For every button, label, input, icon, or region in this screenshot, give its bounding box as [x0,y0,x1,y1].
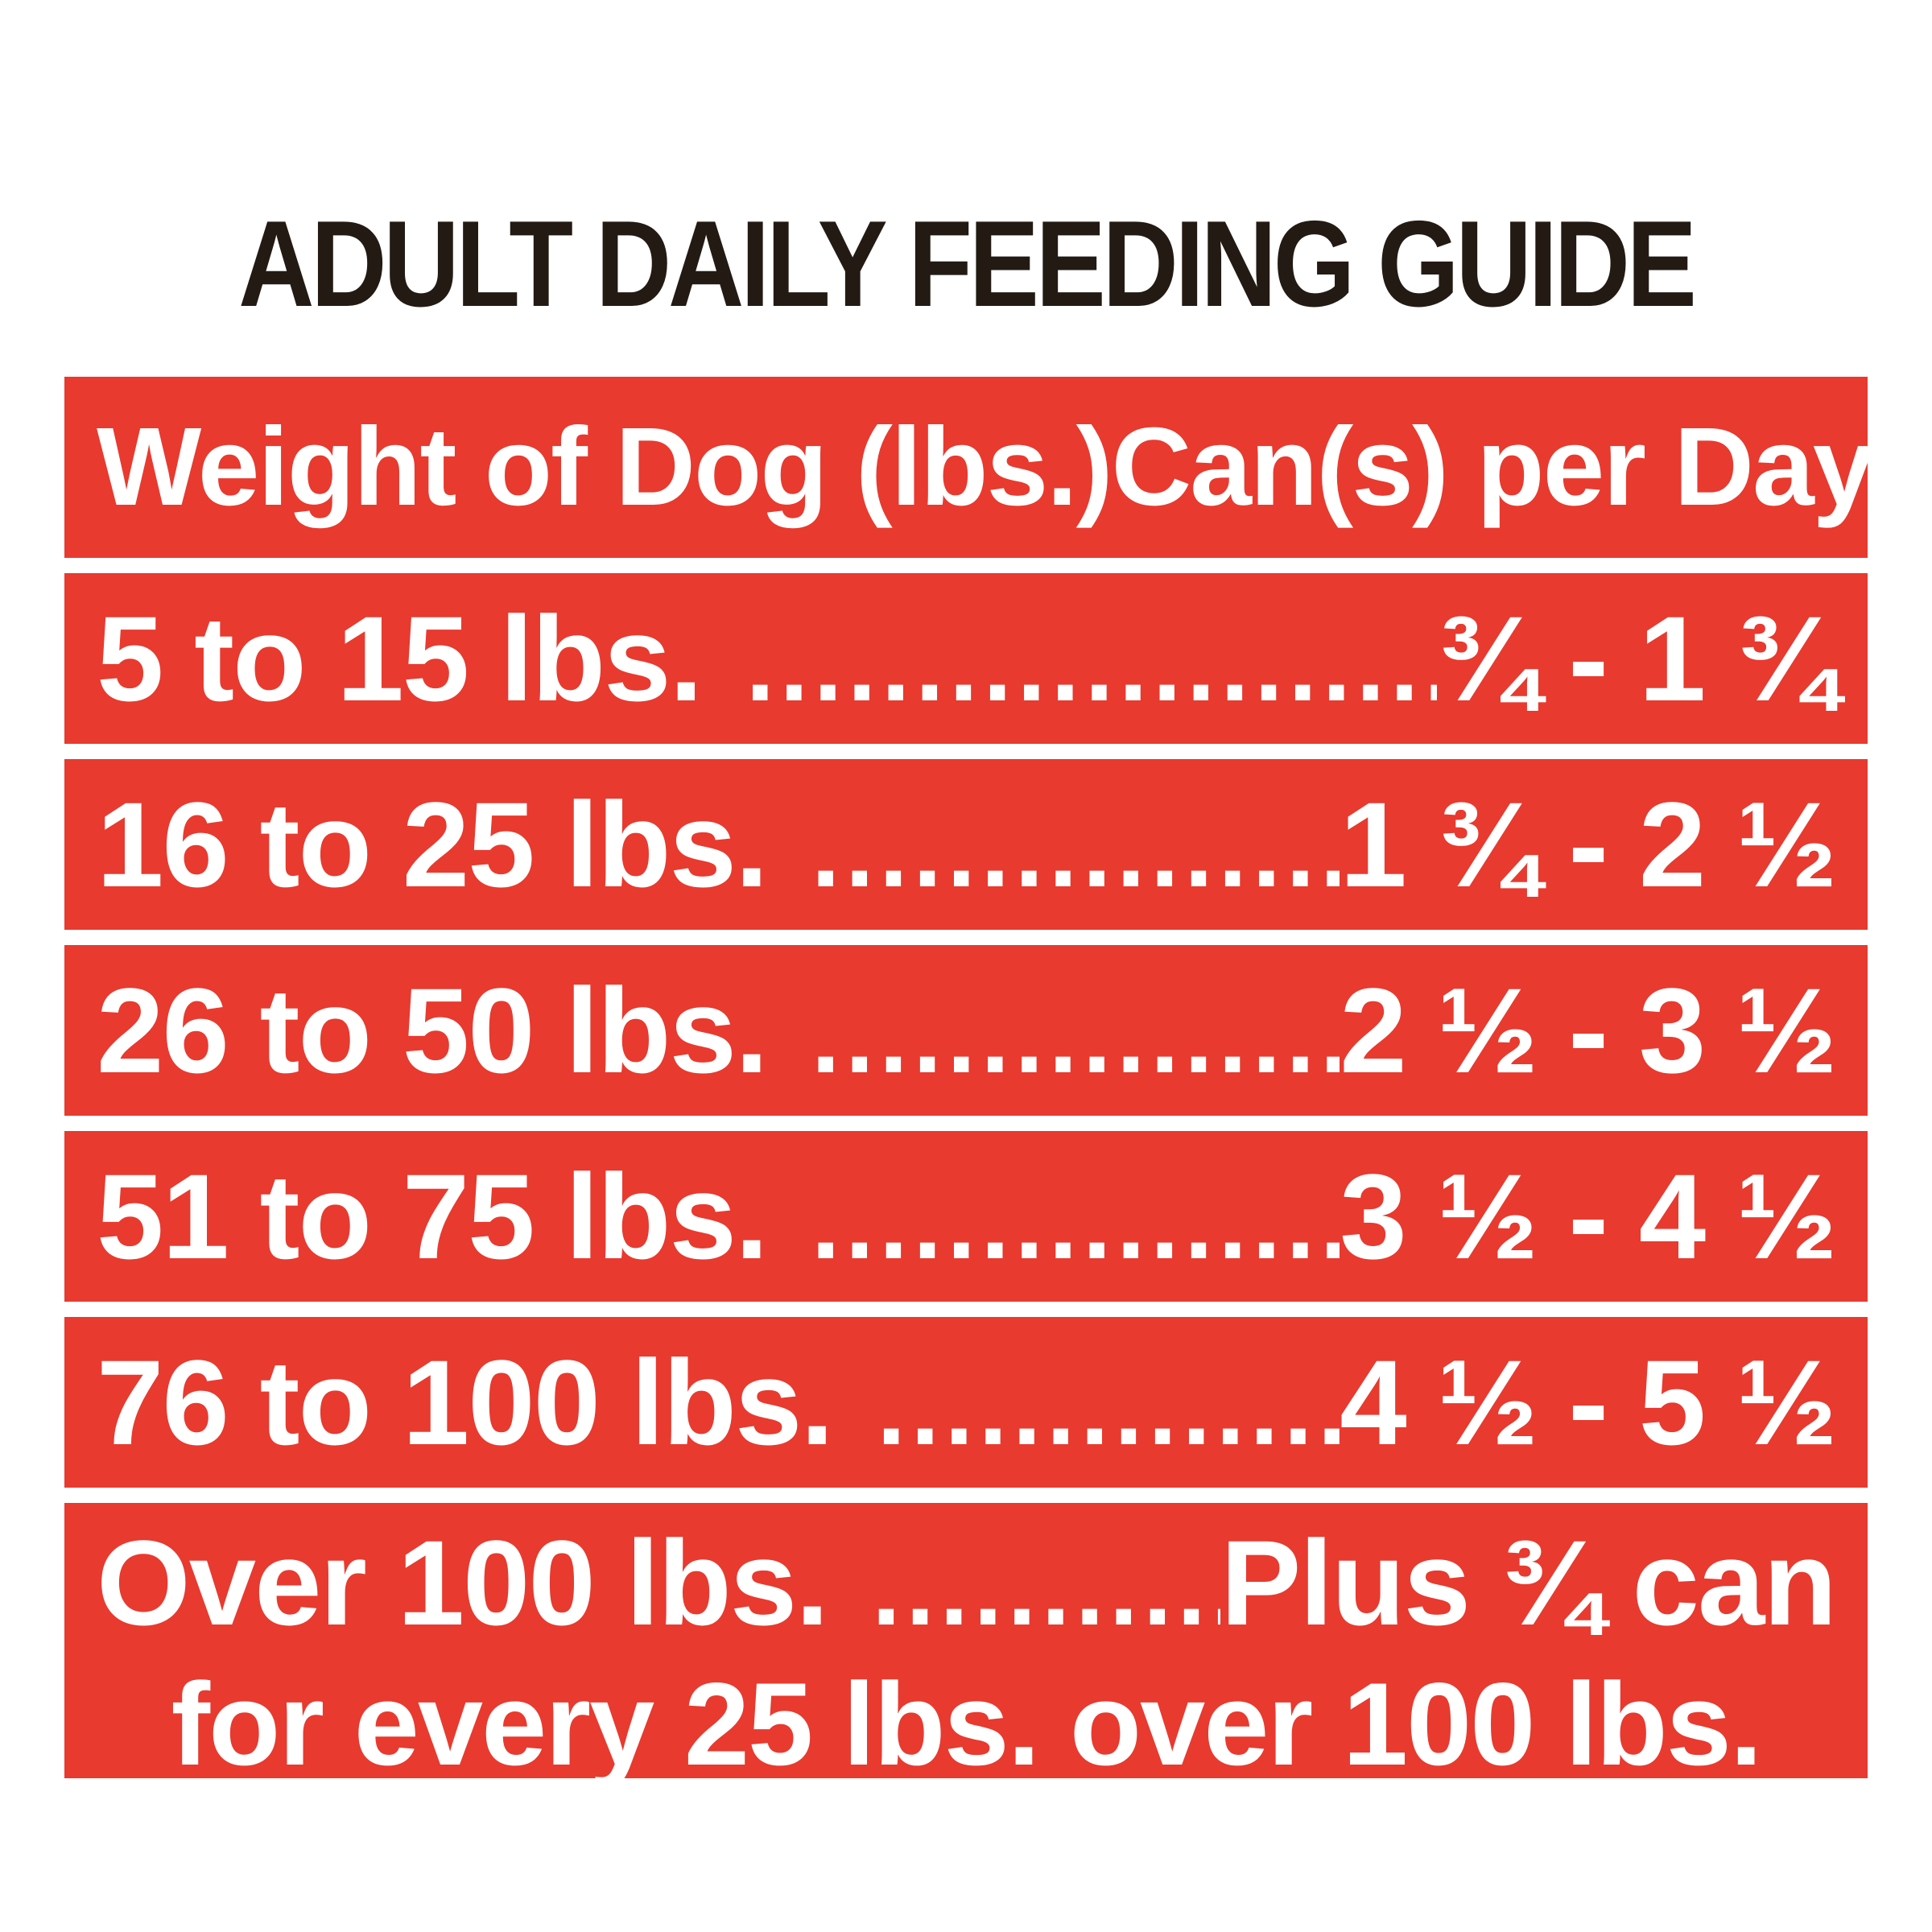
dot-leader: ............................ [811,791,1340,909]
row-weight: Over 100 lbs. [97,1515,829,1650]
row-cans: 2 ½ - 3 ½ [1340,963,1837,1098]
header-col-cans: Can(s) per Day [1111,405,1875,529]
row-note: for every 25 lbs. over 100 lbs. [171,1658,1762,1790]
row-weight: 16 to 25 lbs. [97,777,769,912]
row-weight: 51 to 75 lbs. [97,1149,769,1284]
header-col-weight: Weight of Dog (lbs.) [97,405,1113,529]
row-cans: 3 ½ - 4 ½ [1340,1149,1837,1284]
table-row: 5 to 15 lbs. ...........................… [64,573,1868,744]
row-cans: 1 ¾ - 2 ½ [1340,777,1837,912]
table-row: 26 to 50 lbs. ..........................… [64,945,1868,1116]
row-weight: 76 to 100 lbs. [97,1335,834,1470]
table-row: 76 to 100 lbs. .........................… [64,1317,1868,1488]
dot-leader: ............................ [871,1530,1220,1647]
row-cans: Plus ¾ can [1220,1515,1837,1650]
page-title-text: ADULT DAILY FEEDING GUIDE [238,196,1697,332]
dot-leader: ............................ [811,1163,1340,1281]
feeding-table: Weight of Dog (lbs.) Can(s) per Day 5 to… [64,377,1875,1784]
dot-leader: ............................ [877,1349,1340,1467]
row-main-line: Over 100 lbs. ..........................… [97,1503,1837,1665]
row-weight: 26 to 50 lbs. [97,963,769,1098]
row-cans: 4 ½ - 5 ½ [1340,1335,1837,1470]
table-row: Over 100 lbs. ..........................… [64,1503,1868,1784]
table-row: 16 to 25 lbs. ..........................… [64,759,1868,930]
dot-leader: ............................ [745,605,1438,723]
dot-leader: ............................ [811,977,1340,1095]
row-cans: ¾ - 1 ¾ [1437,591,1837,726]
row-weight: 5 to 15 lbs. [97,591,703,726]
table-row: 51 to 75 lbs. ..........................… [64,1131,1868,1302]
page-title: ADULT DAILY FEEDING GUIDE [0,200,1932,328]
table-header-row: Weight of Dog (lbs.) Can(s) per Day [64,377,1875,558]
